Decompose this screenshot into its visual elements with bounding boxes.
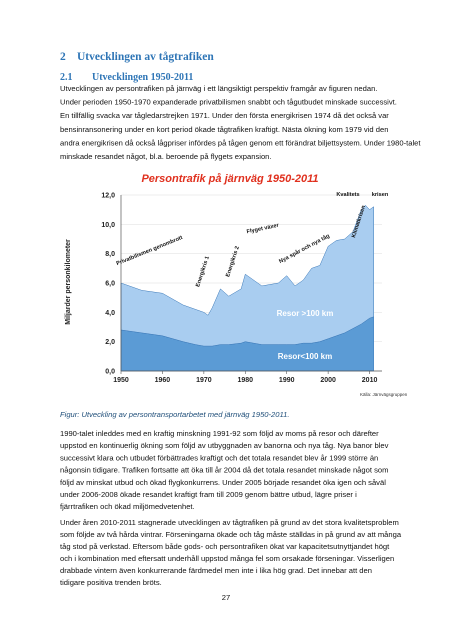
caption: Figur: Utveckling av persontransportarbe…: [60, 410, 289, 419]
subheading-title: Utvecklingen 1950-2011: [92, 72, 193, 83]
paragraph-line: minskade resandet något, bl.a. beroende …: [60, 152, 272, 161]
paragraph-line: En tillfällig svacka var tågledarstrejke…: [60, 111, 389, 120]
series-label: Resor<100 km: [278, 352, 332, 361]
area: [120, 204, 374, 347]
x-tick-label: 1970: [196, 377, 212, 384]
paragraph-line: som följde av två hårda vintrar. Förseni…: [60, 530, 402, 539]
paragraph-line: tidigare positiva trenden bröts.: [60, 578, 162, 587]
paragraph-line: följd av minskat utbud och ökad flygkonk…: [60, 478, 386, 487]
paragraph-line: under 2006-2008 ökade resandet kraftigt …: [60, 490, 357, 499]
heading-title: Utvecklingen av tågtrafiken: [77, 51, 214, 63]
paragraph-line: fjärrtrafiken och ökad miljömedvetenhet.: [60, 502, 195, 511]
y-axis-label: Miljarder personkilometer: [65, 239, 72, 325]
annotation: Kvalitets: [336, 192, 359, 198]
x-tick-label: 1980: [237, 377, 253, 384]
paragraph-line: tåg stod på verkstad. Eftersom både gods…: [60, 542, 390, 551]
paragraph-line: uppstod en kontinuerlig ökning som följd…: [60, 441, 389, 450]
y-tick-label: 4,0: [105, 310, 115, 317]
subheading-number: 2.1: [60, 72, 73, 83]
x-tick-label: 2010: [362, 377, 378, 384]
heading-number: 2: [60, 51, 66, 63]
paragraph-line: Under åren 2010-2011 stagnerade utveckli…: [60, 518, 399, 527]
annotation: krisen: [372, 192, 389, 198]
paragraph-line: successivt klara och utbudet förbättrade…: [60, 453, 378, 462]
y-tick-label: 0,0: [105, 369, 115, 376]
paragraph-line: Under perioden 1950-1970 expanderade pri…: [60, 98, 397, 107]
page-number: 27: [222, 593, 230, 602]
y-tick-label: 6,0: [105, 281, 115, 288]
y-tick-label: 8,0: [105, 251, 115, 258]
x-tick-label: 2000: [320, 377, 336, 384]
chart-title: Persontrafik på järnväg 1950-2011: [141, 173, 318, 185]
source: Källa: Järnvägsgruppen: [360, 392, 408, 397]
paragraph-line: andra energikrisen då också lågpriser in…: [60, 138, 421, 147]
series-label: Resor >100 km: [277, 309, 334, 318]
paragraph-line: Utvecklingen av persontrafiken på järnvä…: [60, 84, 377, 93]
x-tick-label: 1990: [279, 377, 295, 384]
paragraph-line: någonsin tidigare. Trafiken fortsatte at…: [60, 466, 388, 475]
x-tick-label: 1960: [155, 377, 171, 384]
y-tick-label: 2,0: [105, 339, 115, 346]
paragraph-line: 1990-talet inleddes med en kraftig minsk…: [60, 429, 379, 438]
y-tick-label: 10,0: [101, 222, 115, 229]
paragraph-line: drabbade vintern även konkurrerande färd…: [60, 566, 372, 575]
paragraph-line: och i kombination med eftersatt underhål…: [60, 554, 394, 563]
paragraph-line: bensinransonering under en kort period ö…: [60, 125, 388, 134]
x-tick-label: 1950: [113, 377, 129, 384]
y-tick-label: 12,0: [101, 193, 115, 200]
